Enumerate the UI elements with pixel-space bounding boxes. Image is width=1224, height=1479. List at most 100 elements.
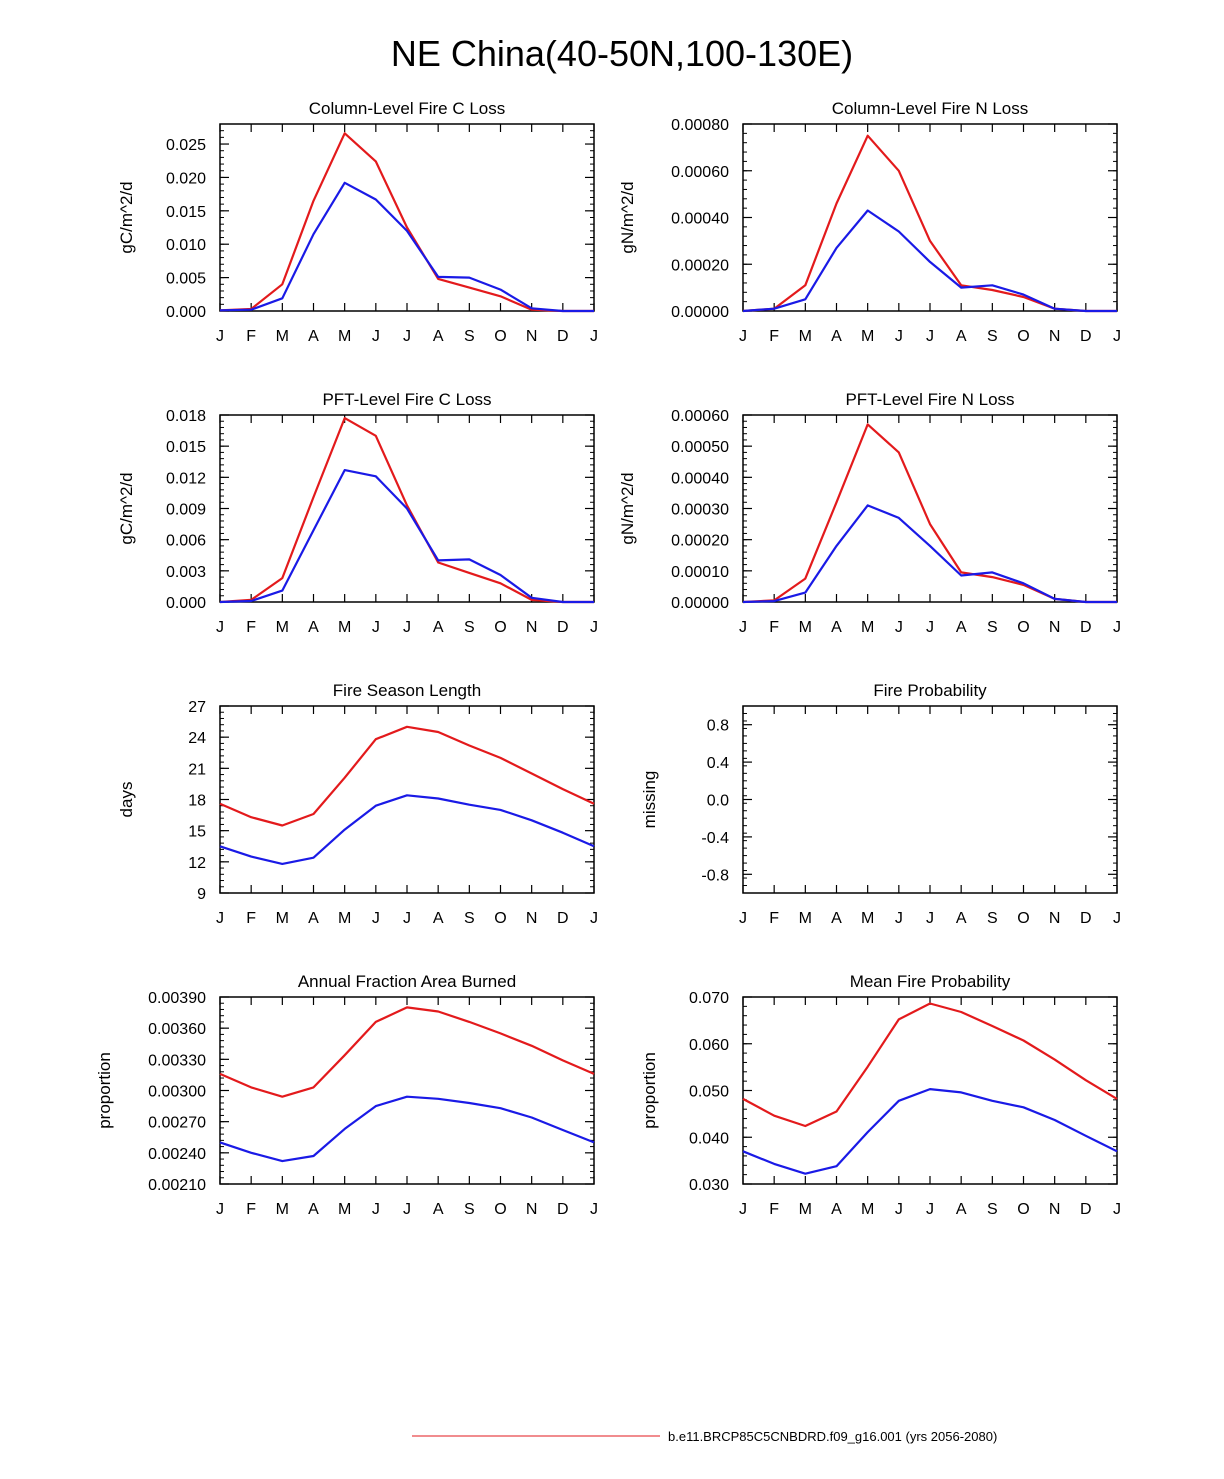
- x-tick-label: N: [1049, 1201, 1061, 1218]
- y-tick-label: 0.00040: [671, 211, 729, 228]
- y-tick-label: 0.000: [166, 595, 206, 612]
- y-tick-label: 0.00000: [671, 595, 729, 612]
- x-tick-label: J: [216, 910, 224, 927]
- x-tick-label: M: [861, 328, 874, 345]
- x-tick-label: A: [308, 619, 319, 636]
- y-tick-label: 0.00010: [671, 564, 729, 581]
- y-tick-label: 0.00000: [671, 304, 729, 321]
- y-tick-label: 15: [188, 824, 206, 841]
- x-tick-label: F: [769, 910, 779, 927]
- series-line-red: [219, 417, 594, 604]
- x-tick-label: J: [895, 1201, 903, 1218]
- x-tick-label: J: [372, 619, 380, 636]
- y-axis-label: days: [117, 782, 136, 818]
- panel-7: Annual Fraction Area Burned proportion J F M…: [95, 972, 598, 1218]
- x-tick-label: S: [464, 910, 475, 927]
- panel-title: Column-Level Fire C Loss: [309, 99, 506, 118]
- x-tick-label: M: [799, 1201, 812, 1218]
- x-tick-label: A: [831, 328, 842, 345]
- y-tick-label: 0.020: [166, 170, 206, 187]
- y-tick-label: 0.00390: [148, 990, 206, 1007]
- plot-frame: [219, 996, 595, 1185]
- x-tick-label: O: [1017, 619, 1029, 636]
- x-tick-label: O: [494, 1201, 506, 1218]
- x-tick-label: J: [403, 328, 411, 345]
- x-tick-label: J: [739, 619, 747, 636]
- y-tick-label: 0.003: [166, 564, 206, 581]
- series-line-blue: [219, 469, 594, 604]
- x-tick-label: J: [590, 910, 598, 927]
- y-tick-label: 0.025: [166, 137, 206, 154]
- x-tick-label: J: [926, 1201, 934, 1218]
- x-tick-label: N: [526, 1201, 538, 1218]
- y-tick-label: 0.00050: [671, 439, 729, 456]
- y-tick-label: 0.8: [707, 718, 729, 735]
- x-tick-label: M: [338, 328, 351, 345]
- y-tick-label: 0.00030: [671, 502, 729, 519]
- series-line-blue: [742, 209, 1117, 313]
- y-tick-label: 18: [188, 793, 206, 810]
- y-tick-label: 0.00060: [671, 408, 729, 425]
- y-tick-label: 0.015: [166, 204, 206, 221]
- series-line-red: [219, 725, 595, 827]
- y-tick-label: -0.4: [701, 830, 729, 847]
- figure-title: NE China(40-50N,100-130E): [391, 33, 853, 74]
- x-tick-label: F: [246, 1201, 256, 1218]
- y-tick-label: 24: [188, 730, 206, 747]
- y-tick-label: 0.015: [166, 439, 206, 456]
- y-tick-label: 0.00020: [671, 533, 729, 550]
- x-tick-label: A: [308, 910, 319, 927]
- x-tick-label: J: [895, 328, 903, 345]
- y-tick-label: 0.006: [166, 533, 206, 550]
- x-tick-label: M: [276, 910, 289, 927]
- panel-title: Fire Probability: [873, 681, 987, 700]
- x-tick-label: O: [494, 619, 506, 636]
- series-line-red: [219, 132, 594, 313]
- plot-frame: [742, 123, 1118, 312]
- x-tick-label: N: [526, 619, 538, 636]
- series-line-blue: [219, 794, 595, 866]
- y-tick-label: 0.00240: [148, 1146, 206, 1163]
- panels: Column-Level Fire C Loss gC/m^2/d J F M A M J J A…: [95, 99, 1121, 1218]
- series-line-blue: [742, 504, 1117, 604]
- x-tick-label: N: [1049, 910, 1061, 927]
- x-tick-label: S: [464, 1201, 475, 1218]
- x-tick-label: D: [557, 328, 569, 345]
- series-line-red: [742, 1002, 1118, 1128]
- y-tick-label: 0.010: [166, 237, 206, 254]
- x-tick-label: M: [861, 619, 874, 636]
- y-axis-label: gN/m^2/d: [618, 181, 637, 253]
- legend: b.e11.BRCP85C5CNBDRD.f09_g16.001 (yrs 20…: [412, 1429, 997, 1444]
- y-tick-label: 9: [197, 886, 206, 903]
- x-tick-label: A: [956, 910, 967, 927]
- legend-label: b.e11.BRCP85C5CNBDRD.f09_g16.001 (yrs 20…: [668, 1429, 997, 1444]
- y-tick-label: 0.00040: [671, 470, 729, 487]
- x-tick-label: J: [216, 328, 224, 345]
- y-tick-label: 0.050: [689, 1084, 729, 1101]
- x-tick-label: J: [1113, 619, 1121, 636]
- y-axis-label: gC/m^2/d: [117, 181, 136, 253]
- series-line-blue: [219, 1095, 595, 1163]
- y-tick-label: 0.005: [166, 271, 206, 288]
- y-tick-label: -0.8: [701, 867, 729, 884]
- x-tick-label: M: [276, 619, 289, 636]
- x-tick-label: J: [739, 1201, 747, 1218]
- y-tick-label: 21: [188, 761, 206, 778]
- x-tick-label: S: [987, 1201, 998, 1218]
- x-tick-label: M: [799, 328, 812, 345]
- x-tick-label: O: [1017, 328, 1029, 345]
- y-tick-label: 0.060: [689, 1037, 729, 1054]
- x-tick-label: A: [433, 1201, 444, 1218]
- y-axis-label: proportion: [95, 1052, 114, 1129]
- x-tick-label: A: [433, 328, 444, 345]
- y-tick-label: 0.070: [689, 990, 729, 1007]
- y-axis-label: proportion: [640, 1052, 659, 1129]
- plot-frame: [742, 414, 1118, 603]
- x-tick-label: F: [246, 328, 256, 345]
- x-tick-label: M: [338, 1201, 351, 1218]
- y-tick-label: 0.00020: [671, 257, 729, 274]
- x-tick-label: O: [1017, 1201, 1029, 1218]
